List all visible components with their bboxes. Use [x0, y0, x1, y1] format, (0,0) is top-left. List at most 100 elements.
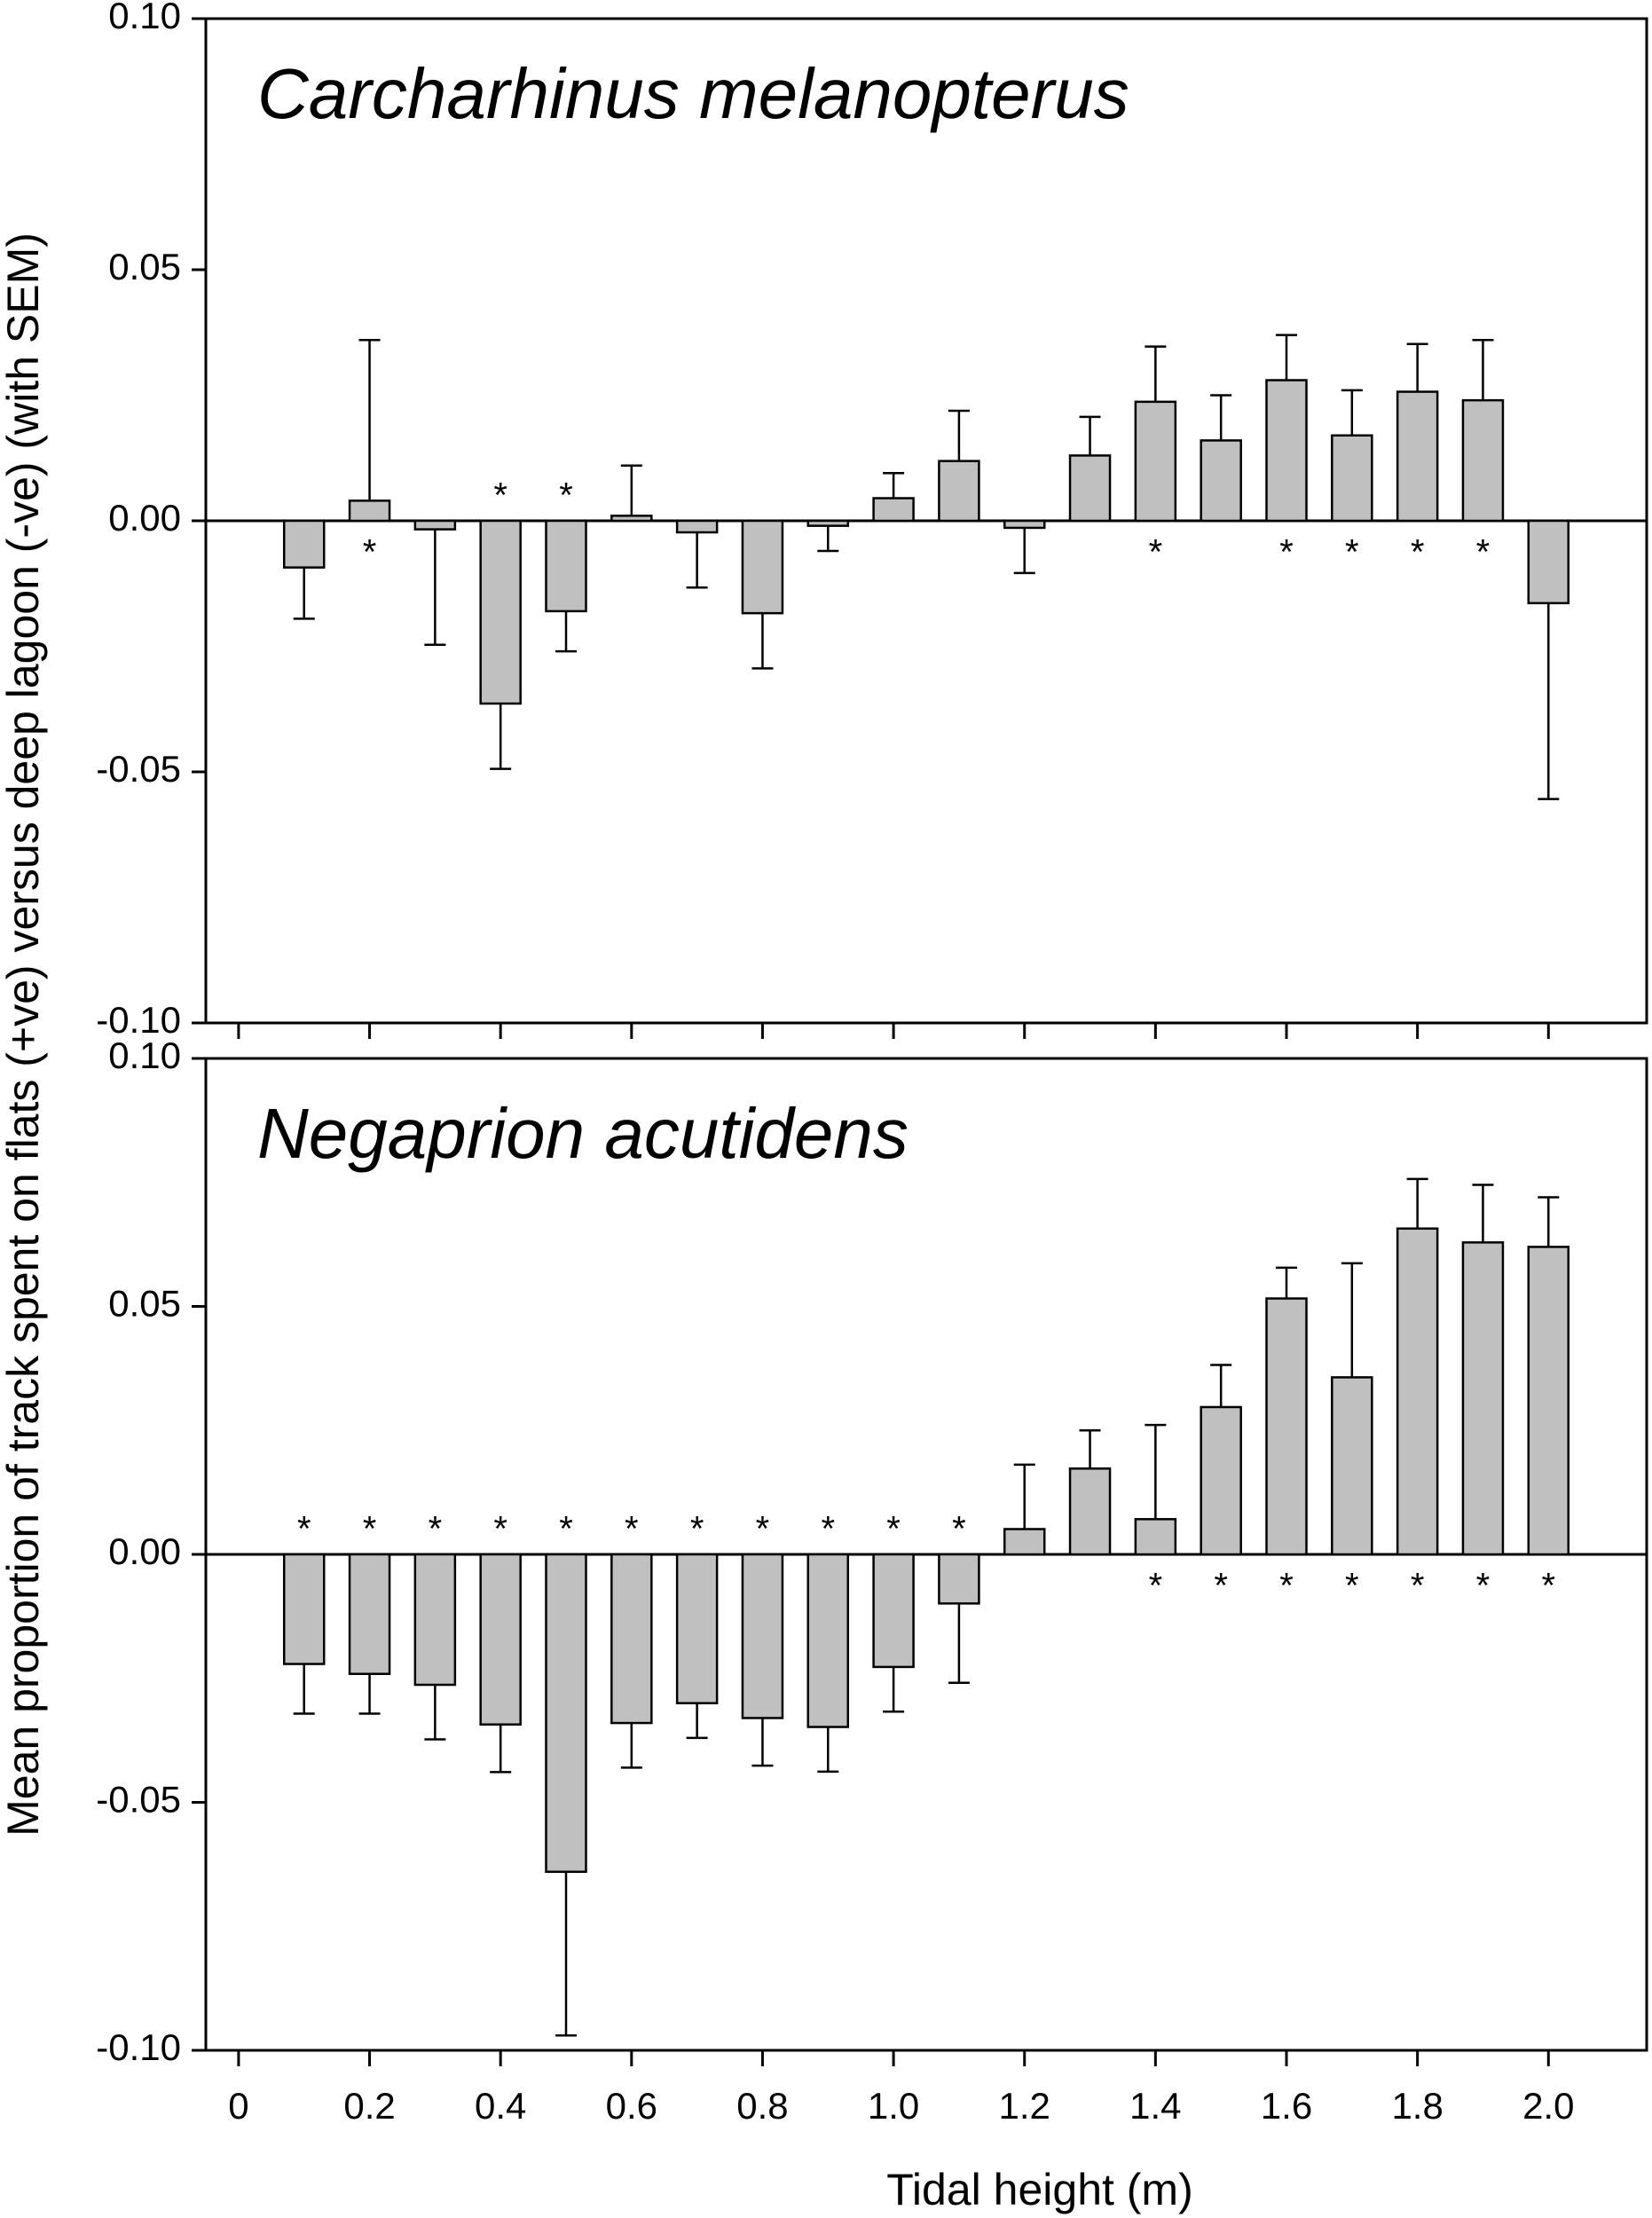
bar [938, 1553, 980, 1605]
error-bar [1406, 342, 1428, 392]
error-bar [1276, 334, 1297, 381]
error-bar [948, 409, 970, 461]
bar [1265, 1297, 1308, 1556]
error-bar [751, 613, 774, 670]
bar [1396, 1227, 1439, 1556]
error-bar [883, 1666, 905, 1713]
y-tick-label: -0.05 [96, 748, 181, 790]
error-bar [948, 1603, 970, 1685]
error-bar [1341, 389, 1363, 436]
bar [545, 1553, 587, 1874]
error-bar [686, 1703, 708, 1740]
bar [479, 519, 522, 705]
bar [1200, 1405, 1242, 1556]
x-tick-label: 2.0 [1522, 2085, 1574, 2127]
significance-marker: * [559, 476, 573, 515]
y-tick-label: -0.10 [96, 999, 181, 1041]
error-bar [686, 532, 708, 589]
significance-marker: * [625, 1510, 639, 1549]
error-bar [424, 529, 446, 647]
error-bar [1472, 338, 1494, 401]
bar [1134, 400, 1177, 523]
error-bar [1472, 1184, 1494, 1243]
bar [1527, 1246, 1570, 1556]
bar [1068, 454, 1112, 523]
x-axis-label: Tidal height (m) [886, 2165, 1192, 2214]
error-bar [293, 1664, 315, 1715]
error-bar [1145, 345, 1167, 402]
significance-marker: * [1541, 1567, 1555, 1606]
error-bar [1538, 602, 1560, 800]
significance-marker: * [1214, 1567, 1228, 1606]
significance-marker: * [1279, 533, 1294, 572]
x-tick-label: 0.4 [475, 2085, 526, 2127]
bar [348, 499, 391, 523]
y-tick-label: 0.10 [108, 0, 181, 36]
x-tick-label: 1.4 [1129, 2085, 1181, 2127]
error-bar [293, 567, 315, 620]
error-bar [358, 338, 381, 501]
significance-marker: * [1476, 533, 1491, 572]
significance-marker: * [429, 1510, 443, 1549]
error-bar [1276, 1266, 1297, 1299]
significance-marker: * [1149, 1567, 1163, 1606]
error-bar [817, 1726, 839, 1774]
error-bar [1210, 394, 1232, 441]
bar [1461, 1241, 1505, 1556]
error-bar [1538, 1196, 1560, 1247]
bar [413, 1553, 457, 1687]
bar [348, 1553, 391, 1675]
error-bar [1013, 527, 1035, 575]
bar [1265, 379, 1308, 523]
significance-marker: * [363, 1510, 377, 1549]
error-bar [358, 1673, 381, 1715]
bar [806, 1553, 850, 1728]
significance-marker: * [493, 1510, 507, 1549]
significance-marker: * [297, 1510, 311, 1549]
error-bar [817, 525, 839, 553]
bar [282, 1553, 326, 1665]
bar [872, 1553, 915, 1669]
significance-marker: * [756, 1510, 770, 1549]
significance-marker: * [1476, 1567, 1491, 1606]
x-tick-label: 0.8 [736, 2085, 788, 2127]
x-tick-label: 0.6 [606, 2085, 657, 2127]
bar [741, 519, 784, 615]
significance-marker: * [1345, 533, 1359, 572]
x-tick-label: 0.2 [343, 2085, 395, 2127]
x-tick-label: 1.0 [868, 2085, 919, 2127]
error-bar [751, 1718, 774, 1767]
bar [872, 497, 915, 523]
bar [1200, 439, 1242, 523]
error-bar [424, 1685, 446, 1741]
bar [1331, 434, 1373, 523]
error-bar [1210, 1364, 1232, 1407]
significance-marker: * [821, 1510, 835, 1549]
error-bar [620, 1723, 642, 1769]
significance-marker: * [690, 1510, 704, 1549]
bar [806, 519, 850, 527]
significance-marker: * [1345, 1567, 1359, 1606]
x-tick-label: 1.8 [1391, 2085, 1443, 2127]
significance-marker: * [559, 1510, 573, 1549]
significance-marker: * [363, 533, 377, 572]
significance-marker: * [493, 476, 507, 515]
significance-marker: * [886, 1510, 901, 1549]
bar [1527, 519, 1570, 605]
significance-marker: * [952, 1510, 966, 1549]
panel-title: Negaprion acutidens [257, 1094, 909, 1173]
error-bar [555, 610, 577, 653]
significance-marker: * [1411, 1567, 1425, 1606]
y-tick-label: 0.00 [108, 497, 181, 539]
significance-marker: * [1411, 533, 1425, 572]
y-tick-label: -0.10 [96, 2026, 181, 2068]
bar [282, 519, 326, 569]
bar [675, 1553, 719, 1704]
bar [1396, 390, 1439, 523]
error-bar [1079, 1429, 1101, 1469]
bar [479, 1553, 522, 1726]
y-axis-label: Mean proportion of track spent on flats … [0, 232, 48, 1837]
x-tick-label: 0 [228, 2085, 248, 2127]
error-bar [1406, 1177, 1428, 1229]
